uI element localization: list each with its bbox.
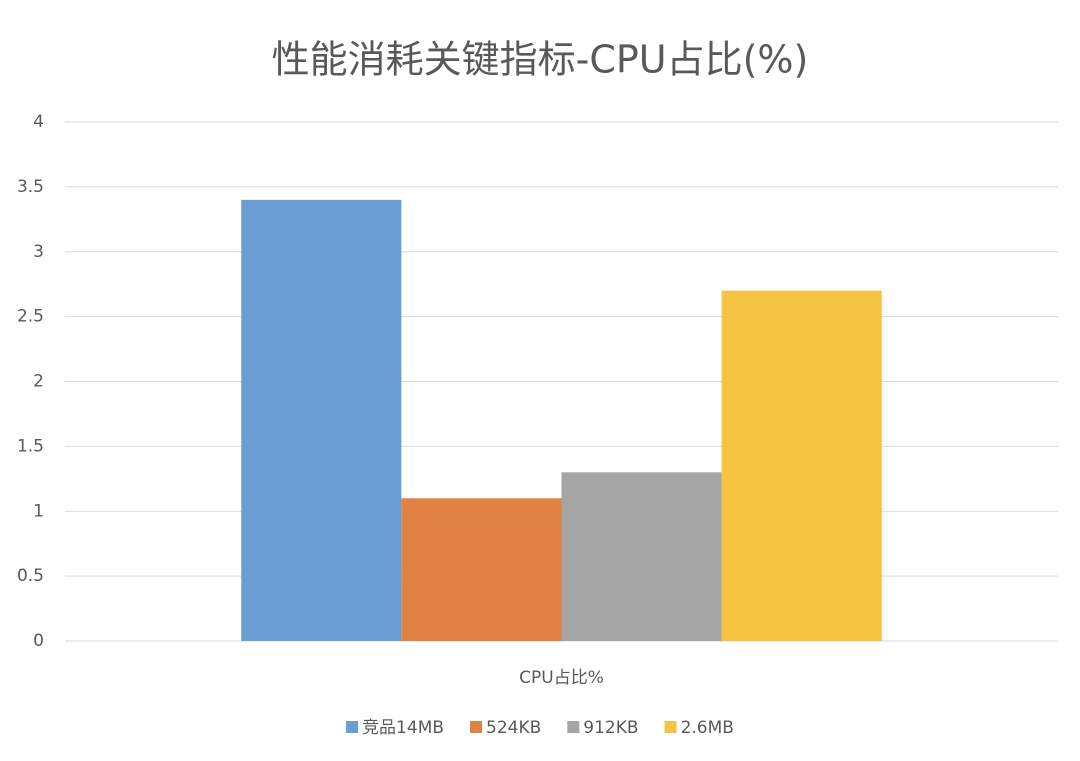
legend-swatch [470,721,483,733]
y-tick-label: 3 [33,242,44,262]
y-tick-label: 2 [33,372,44,392]
y-tick-label: 4 [33,112,44,132]
y-tick-label: 1.5 [17,436,44,456]
legend-swatch [567,721,580,733]
legend-label: 2.6MB [681,718,734,738]
legend-label: 竞品14MB [362,718,444,738]
y-tick-label: 0 [33,631,44,651]
x-tick-label: CPU占比% [519,668,604,688]
chart-title: 性能消耗关键指标-CPU占比(%) [272,38,809,82]
y-tick-label: 2.5 [17,307,44,327]
legend-label: 524KB [486,718,541,738]
bar [561,472,722,641]
legend-swatch [664,721,677,733]
bar [721,290,882,641]
legend-swatch [346,721,359,733]
y-tick-label: 0.5 [17,566,44,586]
y-tick-label: 3.5 [17,177,44,197]
bar [401,498,562,641]
bar [241,199,402,641]
legend-label: 912KB [583,718,638,738]
y-tick-label: 1 [33,501,44,521]
